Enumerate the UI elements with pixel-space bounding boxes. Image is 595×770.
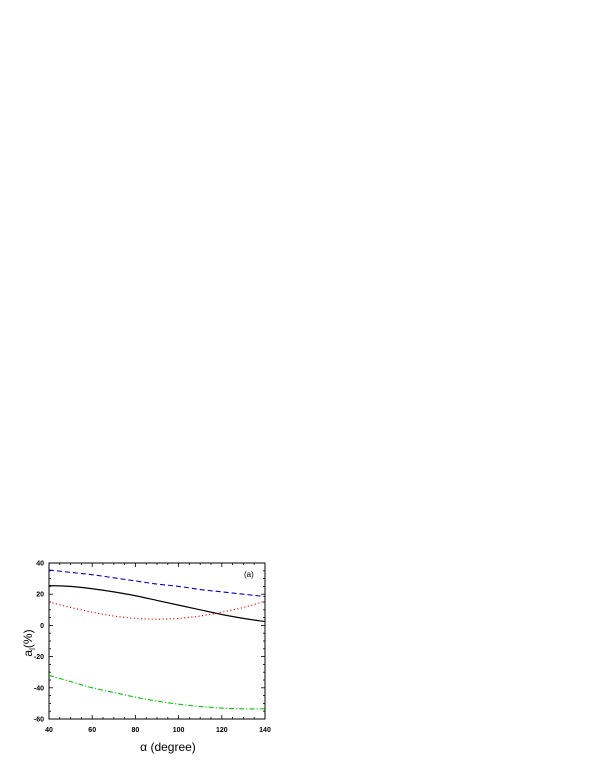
y-tick-label: 40 <box>36 561 44 568</box>
svg-text:al(%): al(%) <box>21 629 37 656</box>
y-tick-label: -60 <box>34 717 44 724</box>
y-tick-label: -40 <box>34 685 44 692</box>
y-axis-label-suffix: (%) <box>21 629 35 648</box>
x-tick-label: 100 <box>173 727 185 734</box>
series-line-dashed <box>48 569 266 598</box>
y-tick-label: 20 <box>36 592 44 599</box>
y-axis-label-main: a <box>21 650 35 657</box>
plot-frame <box>48 562 266 720</box>
tick-labels: 40 60 80 100 120 140 40 20 0 -20 -40 -60 <box>34 561 271 735</box>
panel-label: (a) <box>244 570 254 579</box>
x-tick-label: 60 <box>88 727 96 734</box>
y-axis-label-subscript: l <box>28 648 37 650</box>
y-tick-label: 0 <box>40 623 44 630</box>
series-line-solid <box>48 585 266 623</box>
x-tick-label: 140 <box>259 727 271 734</box>
x-axis-label: α (degree) <box>140 740 196 754</box>
series-line-dash-dot <box>48 674 266 710</box>
axis-ticks <box>48 562 266 720</box>
series-lines <box>48 569 266 710</box>
y-tick-label: -20 <box>34 654 44 661</box>
y-axis-label: al(%) <box>21 629 37 656</box>
x-tick-label: 80 <box>132 727 140 734</box>
x-tick-label: 40 <box>45 727 53 734</box>
x-tick-label: 120 <box>216 727 228 734</box>
